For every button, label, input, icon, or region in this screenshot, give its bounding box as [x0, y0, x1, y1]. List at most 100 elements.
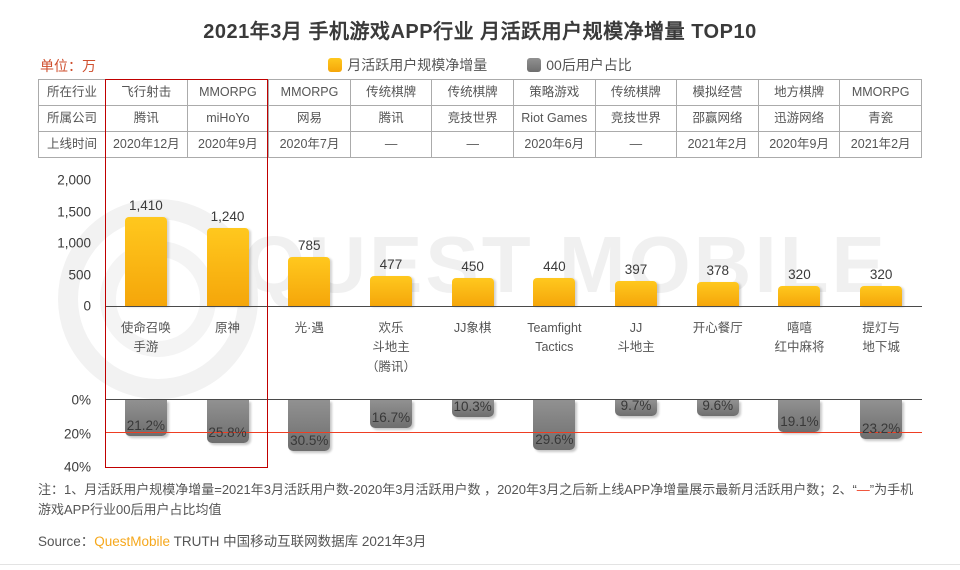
legend-swatch-orange	[328, 58, 343, 72]
legend-swatch-gray	[527, 58, 542, 72]
mau-bar	[451, 277, 494, 306]
axis-gutter	[38, 319, 105, 400]
pct-bar	[124, 400, 167, 436]
company-cell: 迅游网络	[758, 106, 841, 132]
mau-bar-column: 320	[840, 180, 922, 306]
pct-bar-column: 23.2%	[840, 400, 922, 467]
mau-bar	[778, 285, 821, 306]
pct-bar-column: 10.3%	[432, 399, 514, 467]
axis-tick: 0%	[71, 392, 91, 408]
pct-bar	[206, 400, 249, 444]
bar-value-label: 397	[624, 262, 648, 277]
source-line: Source：QuestMobile TRUTH 中国移动互联网数据库 2021…	[38, 530, 922, 550]
pct-label: 25.8%	[208, 425, 247, 441]
industry-average-line	[105, 431, 922, 433]
axis-tick: 40%	[63, 459, 91, 475]
mau-bar-column: 785	[268, 180, 350, 306]
pct-label: 9.7%	[620, 398, 652, 414]
bar-value-label: 320	[788, 266, 811, 282]
axis-tick: 0	[83, 298, 91, 314]
company-cell: 竞技世界	[595, 106, 678, 132]
pct-bar	[533, 400, 576, 450]
company-cell: 竞技世界	[432, 106, 514, 132]
category-label: 提灯与 地下城	[862, 321, 900, 355]
mau-bar	[124, 217, 167, 306]
gen00-y-axis: 0% 20% 40%	[38, 393, 105, 475]
pct-bar	[778, 400, 821, 432]
gen00-bar-plot: 0% 20% 40% 21.2% 25.8% 30.5% 16.7% 10.3%…	[38, 393, 922, 475]
mau-bar	[288, 256, 331, 306]
company-cell: 腾讯	[106, 106, 188, 132]
launch-cell: —	[350, 132, 433, 158]
meta-row: 单位：万 月活跃用户规模净增量 00后用户占比	[38, 49, 922, 79]
chart-zone: QUEST MOBILE 所在行业 飞行射击 MMORPG MMORPG 传统棋…	[38, 79, 922, 475]
industry-cell: 传统棋牌	[595, 80, 678, 106]
row-header-company: 所属公司	[39, 106, 106, 132]
bar-value-label: 320	[869, 266, 893, 282]
launch-cell: 2020年6月	[513, 132, 596, 158]
legend-item-mau: 月活跃用户规模净增量	[328, 55, 487, 75]
pct-label: 30.5%	[290, 433, 329, 449]
bar-value-label: 378	[706, 263, 729, 279]
axis-tick: 500	[68, 267, 91, 282]
pct-bar-column: 19.1%	[759, 400, 841, 467]
pct-label: 19.1%	[780, 414, 819, 429]
mau-bar-column: 397	[595, 180, 677, 306]
mau-bar	[860, 285, 903, 306]
pct-label: 21.2%	[126, 417, 165, 433]
bar-value-label: 477	[379, 256, 403, 272]
pct-bar	[369, 400, 412, 428]
industry-cell: 策略游戏	[513, 80, 596, 106]
source-brand: QuestMobile	[94, 534, 171, 549]
industry-cell: 地方棋牌	[758, 80, 841, 106]
source-prefix: Source：	[38, 534, 95, 549]
company-cell: Riot Games	[513, 106, 596, 132]
category-label: 原神	[215, 321, 241, 335]
mau-bar-column: 378	[677, 180, 759, 306]
launch-cell: 2020年7月	[269, 132, 351, 158]
unit-label: 单位：万	[40, 58, 96, 74]
category-labels: 使命召唤 手游 原神 光·遇 欢乐 斗地主 （腾讯） JJ象棋 Teamfigh…	[38, 306, 922, 400]
legend: 月活跃用户规模净增量 00后用户占比	[38, 55, 922, 75]
pct-bar-column: 16.7%	[350, 400, 432, 467]
mau-bar-column: 1,240	[187, 180, 269, 306]
legend-label-gen00: 00后用户占比	[546, 57, 632, 73]
company-cell: miHoYo	[187, 106, 270, 132]
company-cell: 邵赢网络	[677, 106, 759, 132]
launch-cell: —	[595, 132, 678, 158]
industry-cell: 模拟经营	[677, 80, 759, 106]
launch-cell: —	[432, 132, 514, 158]
category-label: 开心餐厅	[692, 321, 743, 335]
industry-cell: MMORPG	[187, 80, 270, 106]
footnote: 注：1、月活跃用户规模净增量=2021年3月活跃用户数-2020年3月活跃用户数…	[38, 480, 922, 519]
x-axis-baseline	[105, 399, 922, 400]
industry-cell: MMORPG	[840, 80, 922, 106]
axis-tick: 1,500	[57, 204, 91, 219]
mau-bar-column: 440	[513, 180, 595, 306]
mau-bar	[206, 227, 249, 306]
footer-divider	[0, 564, 960, 565]
launch-cell: 2020年9月	[758, 132, 841, 158]
pct-bar-column: 21.2%	[105, 400, 187, 467]
mau-bar-plot: 2,000 1,500 1,000 500 0 1,410 1,240 785 …	[38, 173, 922, 314]
category-label: 嘻嘻 红中麻将	[774, 321, 825, 355]
page-title: 2021年3月 手机游戏APP行业 月活跃用户规模净增量 TOP10	[203, 21, 757, 43]
bar-value-label: 450	[461, 258, 484, 274]
bar-value-label: 440	[543, 259, 566, 275]
pct-bar-column: 9.6%	[677, 398, 759, 467]
category-label: JJ 斗地主	[617, 321, 655, 355]
category-label: JJ象棋	[453, 321, 492, 335]
info-table: 所在行业 飞行射击 MMORPG MMORPG 传统棋牌 传统棋牌 策略游戏 传…	[38, 79, 922, 158]
axis-tick: 2,000	[57, 172, 91, 188]
company-cell: 青瓷	[840, 106, 922, 132]
mau-bar	[615, 281, 658, 306]
mau-bar-column: 1,410	[105, 180, 187, 306]
bar-value-label: 1,240	[210, 208, 245, 224]
industry-cell: MMORPG	[269, 80, 351, 106]
pct-label: 10.3%	[453, 399, 492, 415]
pct-bar-column: 29.6%	[513, 400, 595, 467]
pct-label: 23.2%	[862, 420, 901, 436]
pct-bar-column: 30.5%	[268, 400, 350, 467]
pct-bar	[288, 400, 331, 452]
industry-cell: 传统棋牌	[350, 80, 433, 106]
